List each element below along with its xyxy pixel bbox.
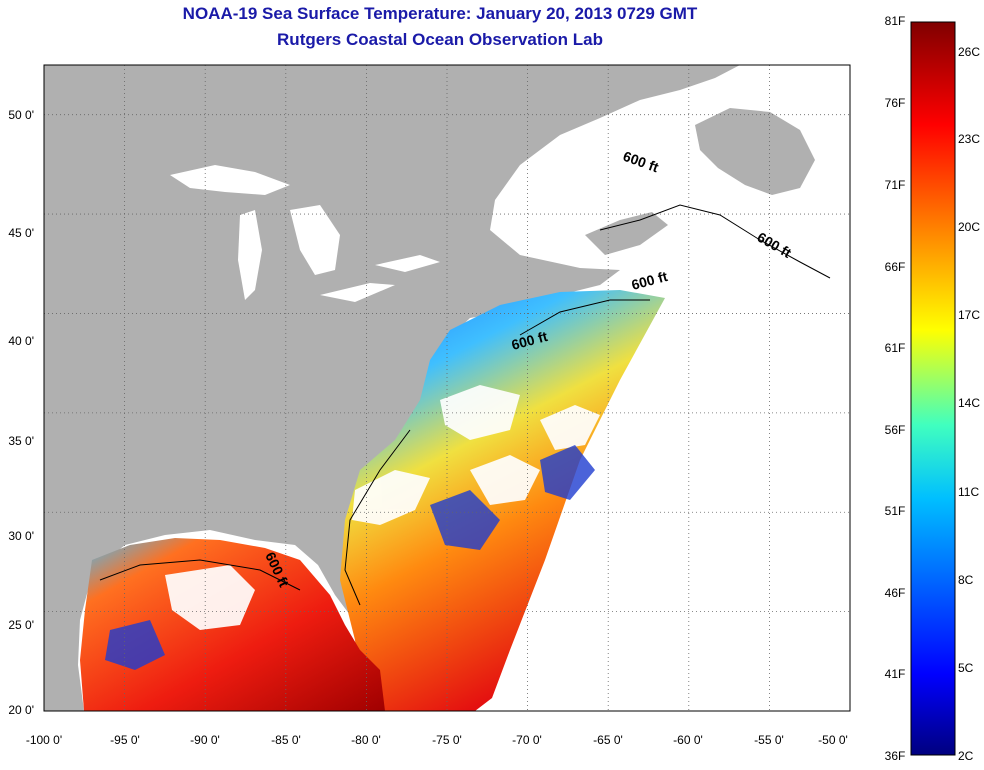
colorbar-f-label: 66F	[884, 260, 906, 274]
lon-tick-label: -75 0'	[432, 733, 462, 747]
great-lakes	[170, 140, 660, 302]
colorbar-c-label: 8C	[958, 573, 974, 587]
map-border	[43, 64, 851, 712]
colorbar-f-label: 61F	[884, 341, 906, 355]
land-mass	[44, 65, 740, 711]
colorbar-c-label: 2C	[958, 749, 974, 763]
map-title: NOAA-19 Sea Surface Temperature: January…	[182, 4, 698, 23]
lat-tick-label: 40 0'	[8, 334, 34, 348]
lon-tick-label: -100 0'	[25, 733, 63, 747]
lat-tick-label: 25 0'	[8, 618, 34, 632]
colorbar	[910, 21, 956, 756]
nova-scotia	[585, 212, 668, 255]
colorbar-f-label: 71F	[884, 178, 906, 192]
colorbar-f-label: 81F	[884, 14, 906, 28]
colorbar-f-label: 76F	[884, 96, 906, 110]
colorbar-c-label: 26C	[958, 45, 981, 59]
depth-contour-600ft	[99, 204, 831, 606]
lon-tick-label: -80 0'	[351, 733, 381, 747]
colorbar-f-label: 51F	[884, 504, 906, 518]
colorbar-c-label: 23C	[958, 132, 981, 146]
lon-tick-label: -50 0'	[818, 733, 848, 747]
lat-tick-label: 35 0'	[8, 434, 34, 448]
colorbar-c-label: 5C	[958, 661, 974, 675]
colorbar-f-label: 36F	[884, 749, 906, 763]
colorbar-f-label: 46F	[884, 586, 906, 600]
colorbar-f-label: 41F	[884, 667, 906, 681]
lon-tick-label: -95 0'	[110, 733, 140, 747]
newfoundland	[695, 108, 815, 195]
colorbar-c-label: 11C	[958, 485, 980, 499]
lon-tick-label: -90 0'	[190, 733, 220, 747]
lat-tick-label: 20 0'	[8, 703, 34, 717]
lon-tick-label: -70 0'	[512, 733, 542, 747]
lon-tick-label: -60 0'	[673, 733, 703, 747]
lon-tick-label: -65 0'	[593, 733, 623, 747]
colorbar-c-label: 20C	[958, 220, 981, 234]
lat-tick-label: 50 0'	[8, 108, 34, 122]
colorbar-f-label: 56F	[884, 423, 906, 437]
colorbar-c-label: 14C	[958, 396, 981, 410]
colorbar-c-label: 17C	[958, 308, 981, 322]
lon-tick-label: -85 0'	[271, 733, 301, 747]
lat-tick-label: 45 0'	[8, 226, 34, 240]
lat-tick-label: 30 0'	[8, 529, 34, 543]
map-subtitle: Rutgers Coastal Ocean Observation Lab	[277, 30, 603, 49]
cold-patches	[105, 445, 595, 670]
lon-tick-label: -55 0'	[754, 733, 784, 747]
